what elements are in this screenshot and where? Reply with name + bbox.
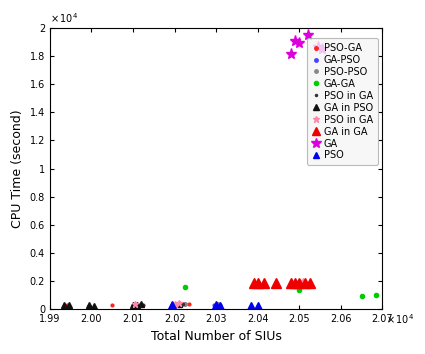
- X-axis label: Total Number of SIUs: Total Number of SIUs: [151, 330, 282, 343]
- Text: $\times\,10^4$: $\times\,10^4$: [385, 312, 414, 326]
- Legend: PSO-GA, GA-PSO, PSO-PSO, GA-GA, PSO in GA, GA in PSO, PSO in GA, GA in GA, GA, P: PSO-GA, GA-PSO, PSO-PSO, GA-GA, PSO in G…: [307, 38, 377, 165]
- Text: $\times\,10^4$: $\times\,10^4$: [50, 11, 78, 25]
- Y-axis label: CPU Time (second): CPU Time (second): [11, 109, 24, 228]
